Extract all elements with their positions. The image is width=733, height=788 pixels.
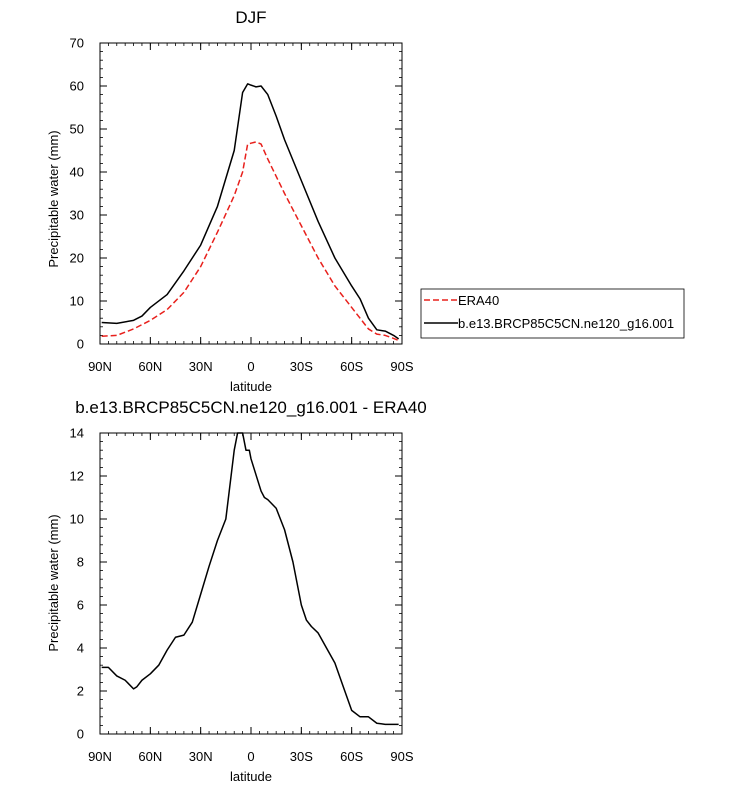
bottom-y-tick-label: 2 xyxy=(77,684,84,699)
bottom-y-tick-label: 10 xyxy=(70,512,84,527)
bottom-y-tick-label: 4 xyxy=(77,641,84,656)
top-series-lines xyxy=(101,83,400,342)
bottom-y-axis-label: Precipitable water (mm) xyxy=(46,514,61,651)
legend-box xyxy=(420,288,685,339)
top-series-line-1 xyxy=(101,83,400,340)
bottom-x-axis-label: latitude xyxy=(230,769,272,784)
bottom-series-lines xyxy=(101,432,399,726)
bottom-y-tick-label: 0 xyxy=(77,727,84,742)
top-y-tick-label: 60 xyxy=(70,79,84,94)
bottom-series-line-0 xyxy=(101,432,399,726)
bottom-axis-ticks: 90N 60N 30N 0 30S 60S 90S 0 2 4 6 8 10 12 14 xyxy=(70,426,414,765)
top-x-axis-label: latitude xyxy=(230,379,272,394)
bottom-plot-frame xyxy=(99,432,403,735)
bottom-x-tick-label: 30N xyxy=(189,749,213,764)
top-y-tick-label: 70 xyxy=(70,36,84,51)
top-series-line-0 xyxy=(101,141,399,342)
bottom-panel: b.e13.BRCP85C5CN.ne120_g16.001 - ERA40 l… xyxy=(46,398,427,784)
top-axis-ticks: 90N 60N 30N 0 30S 60S 90S 0 10 20 30 40 50 60 70 xyxy=(70,36,414,375)
legend-era40-label: ERA40 xyxy=(458,293,499,308)
bottom-chart-title: b.e13.BRCP85C5CN.ne120_g16.001 - ERA40 xyxy=(75,398,427,417)
bottom-x-tick-label: 60S xyxy=(340,749,363,764)
top-x-tick-label: 60N xyxy=(138,359,162,374)
bottom-y-tick-label: 8 xyxy=(77,555,84,570)
legend-model-label: b.e13.BRCP85C5CN.ne120_g16.001 xyxy=(458,316,674,331)
top-x-tick-label: 90N xyxy=(88,359,112,374)
top-plot-frame xyxy=(99,42,403,345)
top-chart-title: DJF xyxy=(235,8,266,27)
top-y-tick-label: 10 xyxy=(70,294,84,309)
top-x-tick-label: 30N xyxy=(189,359,213,374)
top-panel: DJF latitude Precipitable water (mm) 90N… xyxy=(46,8,414,394)
top-x-tick-label: 90S xyxy=(390,359,413,374)
top-y-tick-label: 40 xyxy=(70,165,84,180)
top-legend: ERA40 b.e13.BRCP85C5CN.ne120_g16.001 xyxy=(420,288,685,339)
bottom-x-tick-label: 30S xyxy=(290,749,313,764)
bottom-x-tick-label: 60N xyxy=(138,749,162,764)
bottom-x-tick-label: 0 xyxy=(247,749,254,764)
bottom-y-tick-label: 14 xyxy=(70,426,84,441)
top-x-tick-label: 60S xyxy=(340,359,363,374)
top-y-tick-label: 20 xyxy=(70,251,84,266)
bottom-x-tick-label: 90N xyxy=(88,749,112,764)
bottom-y-tick-label: 6 xyxy=(77,598,84,613)
top-y-tick-label: 50 xyxy=(70,122,84,137)
top-x-tick-label: 0 xyxy=(247,359,254,374)
top-x-tick-label: 30S xyxy=(290,359,313,374)
top-y-axis-label: Precipitable water (mm) xyxy=(46,130,61,267)
top-y-tick-label: 30 xyxy=(70,208,84,223)
bottom-x-tick-label: 90S xyxy=(390,749,413,764)
top-y-tick-label: 0 xyxy=(77,337,84,352)
bottom-y-tick-label: 12 xyxy=(70,469,84,484)
